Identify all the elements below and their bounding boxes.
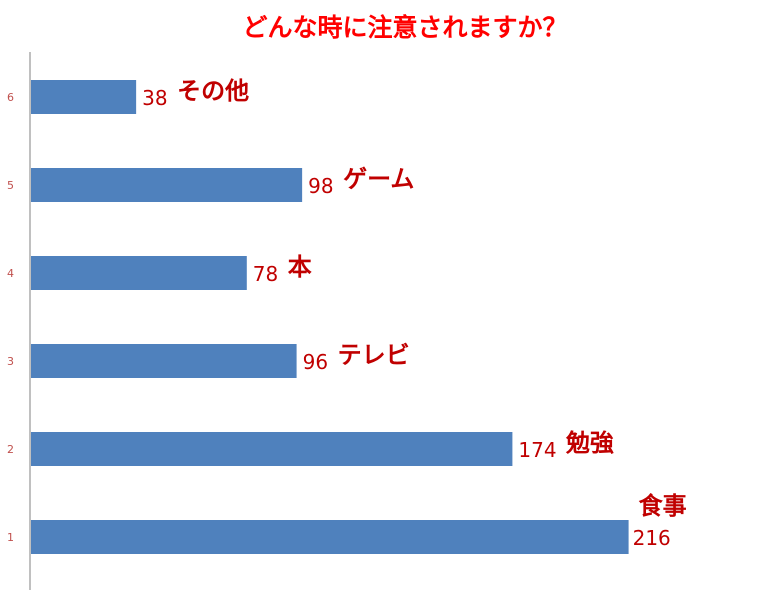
value-label-6: 38 — [142, 86, 167, 110]
chart-title: どんな時に注意されますか？ — [242, 13, 567, 42]
value-label-3: 96 — [303, 350, 328, 374]
value-label-4: 78 — [253, 262, 278, 286]
bar-3 — [31, 344, 297, 378]
bar-4 — [31, 256, 247, 290]
value-label-1: 216 — [633, 526, 671, 550]
value-label-2: 174 — [518, 438, 556, 462]
data-label-2: 勉強 — [565, 429, 614, 457]
y-tick-label-4: 4 — [7, 267, 14, 280]
data-label-4: 本 — [288, 253, 312, 281]
bar-2 — [31, 432, 513, 466]
data-label-5: ゲーム — [343, 165, 414, 193]
bar-5 — [31, 168, 303, 202]
data-label-6: その他 — [177, 77, 249, 105]
y-tick-label-1: 1 — [7, 531, 14, 544]
bar-1 — [31, 520, 629, 554]
bar-6 — [31, 80, 137, 114]
y-tick-label-3: 3 — [7, 355, 14, 368]
bars-layer: 1 216 食事 2 174 勉強 3 96 テレビ 4 78 本 5 98 ゲーム 6 38 その他 — [7, 77, 687, 554]
y-tick-label-6: 6 — [7, 91, 14, 104]
y-tick-label-5: 5 — [7, 179, 14, 192]
y-tick-label-2: 2 — [7, 443, 14, 456]
value-label-5: 98 — [308, 174, 333, 198]
data-label-3: テレビ — [338, 341, 410, 369]
data-label-1: 食事 — [639, 492, 687, 520]
